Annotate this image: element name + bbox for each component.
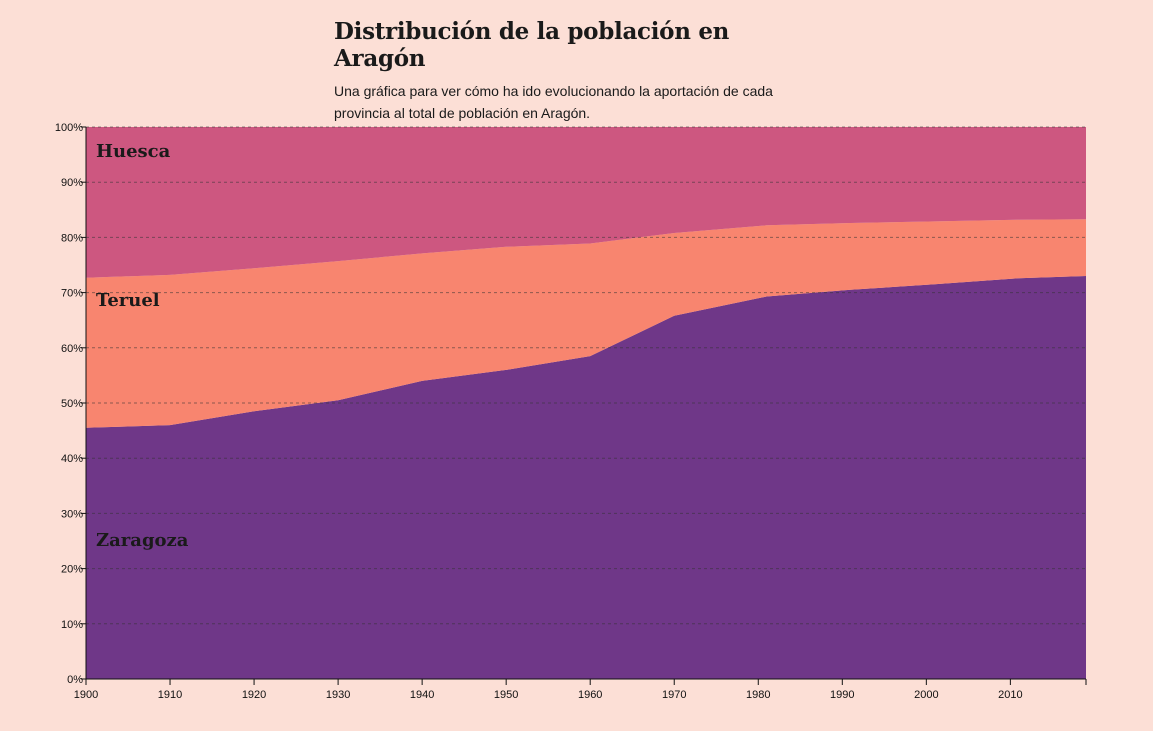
x-tick-label: 1950 [494, 689, 518, 701]
y-tick-label: 70% [61, 288, 83, 300]
y-tick-label: 40% [61, 453, 83, 465]
x-tick-label: 1960 [578, 689, 602, 701]
areas-layer [86, 127, 1086, 679]
x-axis: 1900 1910 1920 1930 1940 1950 1960 1970 1980 1990… [74, 678, 1087, 701]
x-tick-label: 1990 [830, 689, 854, 701]
gridlines [86, 126, 1086, 625]
series-label-zaragoza: Zaragoza [96, 530, 189, 551]
series-label-huesca: Huesca [96, 141, 171, 162]
x-tick-label: 1940 [410, 689, 434, 701]
x-tick-label: 1970 [662, 689, 686, 701]
chart-title: Distribución de la población en Aragón [334, 18, 730, 72]
y-tick-label: 100% [55, 122, 83, 134]
series-label-teruel: Teruel [96, 290, 160, 311]
y-tick-label: 10% [61, 619, 83, 631]
y-tick-label: 30% [61, 508, 83, 520]
x-tick-label: 1900 [74, 689, 98, 701]
y-tick-label: 0% [67, 674, 83, 686]
x-tick-label: 2010 [998, 689, 1022, 701]
chart-subtitle: Una gráfica para ver cómo ha ido evoluci… [334, 83, 773, 121]
y-tick-label: 20% [61, 564, 83, 576]
x-tick-label: 2000 [914, 689, 938, 701]
x-tick-label: 1980 [746, 689, 770, 701]
y-tick-label: 60% [61, 343, 83, 355]
area-zaragoza [86, 276, 1086, 679]
series-labels: Zaragoza Teruel Huesca [96, 141, 189, 551]
y-tick-label: 90% [61, 177, 83, 189]
x-tick-label: 1930 [326, 689, 350, 701]
area-huesca [86, 127, 1086, 278]
x-tick-label: 1910 [158, 689, 182, 701]
area-teruel [86, 219, 1086, 428]
chart-header: Distribución de la población en Aragón U… [334, 18, 814, 124]
y-tick-label: 50% [61, 398, 83, 410]
x-tick-label: 1920 [242, 689, 266, 701]
y-axis: 0% 10% 20% 30% 40% 50% 60% 70% 80% 90% 100% [55, 122, 87, 686]
y-tick-label: 80% [61, 232, 83, 244]
